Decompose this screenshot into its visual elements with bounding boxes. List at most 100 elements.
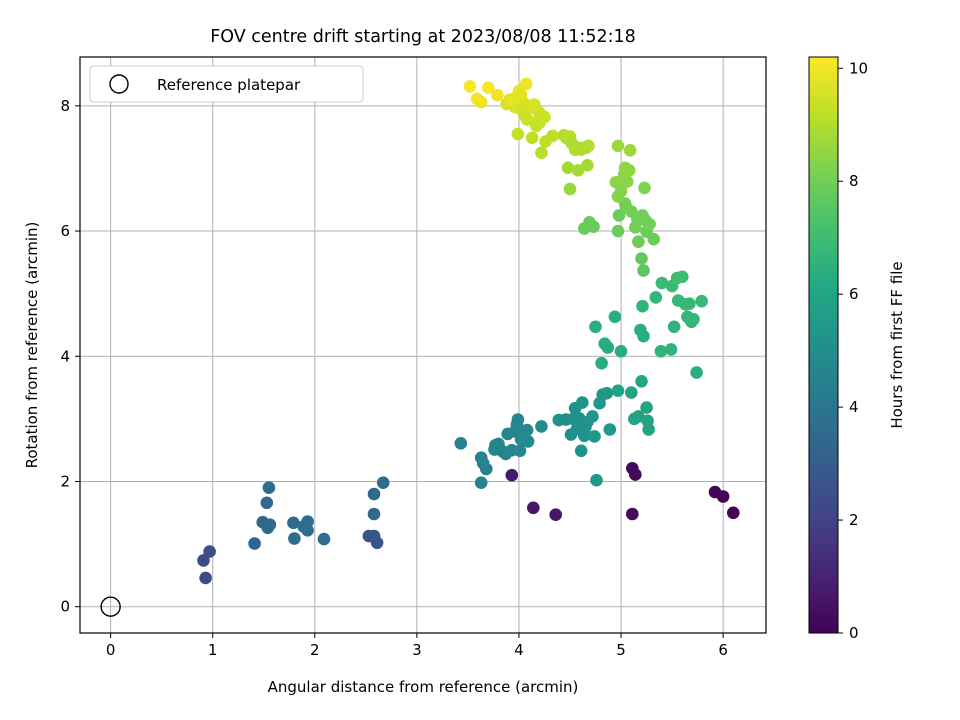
reference-platepar-marker: [100, 596, 121, 617]
colorbar-tick-label: 2: [849, 511, 859, 529]
scatter-point: [687, 313, 700, 326]
scatter-point: [590, 473, 603, 487]
scatter-point: [614, 345, 628, 358]
colorbar: [808, 56, 839, 634]
scatter-point: [535, 420, 548, 433]
scatter-point: [626, 507, 639, 521]
scatter-point: [632, 235, 645, 248]
scatter-point: [505, 468, 519, 482]
scatter-point: [287, 516, 300, 530]
scatter-point: [520, 113, 534, 126]
legend-label-reference: Reference platepar: [157, 76, 301, 94]
x-tick-label: 4: [514, 641, 524, 659]
scatter-point: [538, 110, 551, 124]
scatter-points: [100, 77, 740, 617]
grid: [80, 57, 766, 633]
scatter-point: [527, 501, 540, 515]
scatter-point: [611, 384, 625, 398]
scatter-point: [535, 146, 548, 160]
scatter-point: [611, 224, 625, 238]
scatter-point: [635, 252, 648, 265]
scatter-point: [623, 144, 637, 157]
scatter-point: [636, 299, 649, 313]
scatter-point: [563, 182, 577, 196]
scatter-point: [625, 386, 638, 399]
scatter-point: [727, 506, 740, 520]
scatter-point: [474, 476, 488, 490]
scatter-point: [203, 545, 216, 558]
scatter-point: [474, 95, 488, 109]
x-tick-label: 5: [616, 641, 626, 659]
scatter-point: [640, 401, 653, 414]
scatter-point: [576, 396, 589, 409]
scatter-point: [587, 220, 600, 233]
scatter-point: [574, 444, 588, 458]
scatter-point: [643, 217, 656, 231]
scatter-point: [463, 80, 477, 93]
scatter-point: [586, 410, 599, 423]
scatter-point: [301, 524, 314, 537]
scatter-point: [695, 294, 708, 308]
scatter-point: [571, 164, 585, 177]
x-tick-label: 3: [412, 641, 422, 659]
scatter-point: [683, 297, 696, 311]
scatter-point: [261, 521, 275, 535]
y-tick-label: 2: [60, 472, 70, 490]
scatter-point: [637, 329, 650, 343]
scatter-point: [561, 161, 575, 175]
x-axis-ticks: 0 1 2 3 4 5 6: [106, 633, 728, 659]
scatter-point: [514, 88, 528, 101]
scatter-point: [511, 127, 525, 141]
colorbar-label: Hours from first FF file: [888, 261, 906, 428]
scatter-point: [647, 232, 660, 246]
scatter-point: [629, 468, 642, 481]
chart-title: FOV centre drift starting at 2023/08/08 …: [210, 27, 636, 47]
x-tick-label: 0: [106, 641, 116, 659]
colorbar-ticks: 0 2 4 6 8 10: [838, 59, 868, 642]
scatter-point: [549, 508, 562, 521]
scatter-point: [612, 209, 626, 222]
legend-box: [89, 65, 364, 103]
y-axis-label: Rotation from reference (arcmin): [23, 222, 41, 469]
x-tick-label: 1: [208, 641, 218, 659]
y-axis-ticks: 0 2 4 6 8: [60, 97, 80, 616]
scatter-point: [635, 375, 648, 388]
scatter-point: [654, 345, 668, 358]
scatter-point: [638, 181, 651, 195]
scatter-point: [491, 88, 504, 102]
scatter-point: [611, 139, 625, 153]
scatter-point: [370, 536, 384, 550]
colorbar-tick-label: 10: [849, 59, 868, 77]
legend: Reference platepar: [89, 65, 364, 103]
colorbar-tick-label: 6: [849, 285, 859, 303]
colorbar-tick-label: 0: [849, 624, 859, 642]
scatter-point: [582, 139, 595, 153]
scatter-point: [521, 435, 535, 448]
scatter-point: [637, 264, 650, 277]
scatter-point: [376, 476, 390, 490]
legend-marker-reference: [109, 74, 129, 94]
colorbar-tick-label: 8: [849, 172, 859, 190]
x-axis-label: Angular distance from reference (arcmin): [268, 678, 579, 696]
scatter-point: [520, 423, 534, 437]
scatter-point: [248, 537, 261, 550]
scatter-point: [260, 496, 274, 510]
scatter-point: [301, 515, 314, 528]
scatter-point: [655, 276, 669, 290]
scatter-point: [367, 507, 381, 521]
scatter-point: [581, 159, 594, 172]
scatter-point: [288, 532, 301, 545]
scatter-point: [480, 462, 493, 476]
scatter-point: [199, 571, 212, 585]
scatter-point: [595, 356, 608, 370]
scatter-point: [482, 81, 495, 94]
plot-area-frame: [79, 56, 767, 634]
scatter-point: [197, 554, 210, 567]
scatter-point: [622, 164, 636, 177]
scatter-point: [600, 386, 614, 400]
x-tick-label: 2: [310, 641, 320, 659]
scatter-point: [525, 131, 539, 145]
y-tick-label: 6: [60, 222, 70, 240]
colorbar-tick-label: 4: [849, 398, 859, 416]
